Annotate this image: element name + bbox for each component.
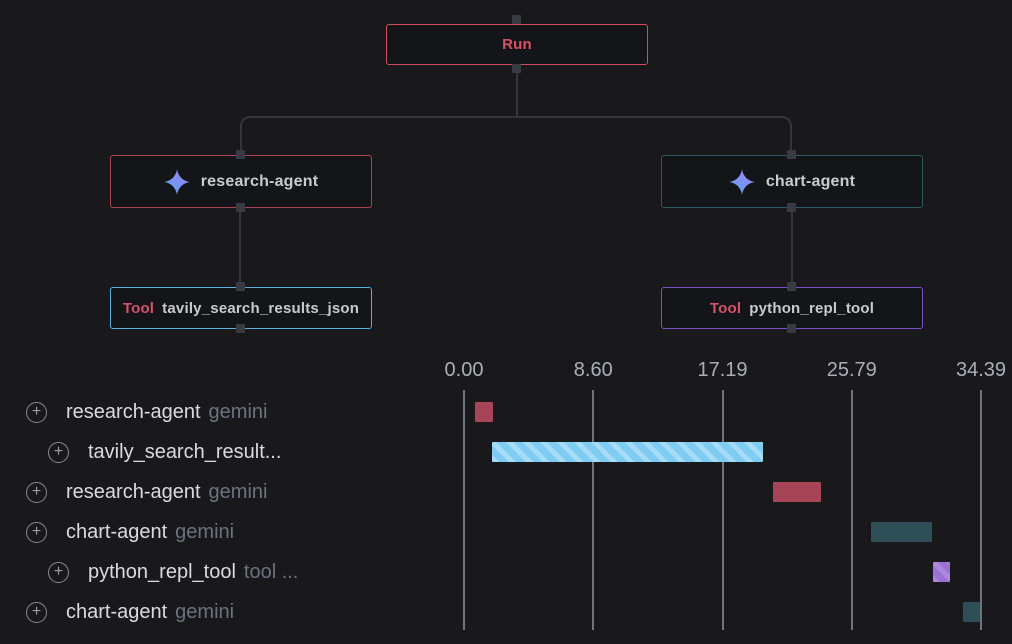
python-tool-node[interactable]: Tool python_repl_tool xyxy=(661,287,923,329)
span-type: gemini xyxy=(208,400,268,423)
gridline xyxy=(592,390,595,630)
timeline-bar[interactable] xyxy=(871,522,932,542)
node-handle xyxy=(236,324,245,333)
python-tool-node-label: python_repl_tool xyxy=(749,299,875,317)
sparkle-icon xyxy=(728,168,755,195)
expand-icon[interactable]: + xyxy=(26,401,47,423)
gridline xyxy=(850,390,853,630)
node-handle xyxy=(512,15,521,24)
span-type: gemini xyxy=(208,480,268,503)
gridline xyxy=(463,390,465,630)
tavily-tool-node-label: tavily_search_results_json xyxy=(162,299,360,317)
gridline xyxy=(721,390,724,630)
span-name: tavily_search_result... xyxy=(88,440,282,463)
timeline-row[interactable]: +tavily_search_result...18.03s xyxy=(0,432,488,472)
span-name: research-agent xyxy=(66,400,201,423)
edge-research-to-tool xyxy=(239,208,241,287)
tavily-tool-node[interactable]: Tool tavily_search_results_json xyxy=(110,287,372,329)
expand-icon[interactable]: + xyxy=(26,521,47,543)
edge-branch-connector xyxy=(240,116,792,153)
tool-type-badge: Tool xyxy=(122,299,155,317)
span-name: chart-agent xyxy=(66,600,168,623)
axis-tick-label: 8.60 xyxy=(573,359,613,381)
axis-tick-label: 17.19 xyxy=(697,359,748,381)
node-handle xyxy=(787,282,796,291)
node-handle xyxy=(787,150,796,159)
chart-agent-node[interactable]: chart-agent xyxy=(661,155,923,208)
expand-icon[interactable]: + xyxy=(26,601,47,623)
expand-icon[interactable]: + xyxy=(26,481,47,503)
run-node[interactable]: Run xyxy=(386,24,648,65)
tool-type-badge: Tool xyxy=(709,299,742,317)
span-type: gemini xyxy=(175,600,235,623)
expand-icon[interactable]: + xyxy=(48,561,69,583)
node-handle xyxy=(236,150,245,159)
gridline xyxy=(980,390,982,630)
research-agent-node[interactable]: research-agent xyxy=(110,155,372,208)
span-name: chart-agent xyxy=(66,520,168,543)
timeline-row[interactable]: +chart-agentgemini1.16s xyxy=(0,592,466,632)
node-handle xyxy=(512,64,521,73)
edge-chart-to-tool xyxy=(791,208,793,287)
span-name: python_repl_tool xyxy=(88,560,236,583)
expand-icon[interactable]: + xyxy=(48,441,69,463)
chart-agent-node-label: chart-agent xyxy=(765,172,856,190)
node-handle xyxy=(236,282,245,291)
span-type: gemini xyxy=(175,520,235,543)
run-node-label: Run xyxy=(502,36,532,53)
axis-tick-label: 0.00 xyxy=(444,359,484,381)
span-name: research-agent xyxy=(66,480,201,503)
timeline-bar[interactable] xyxy=(492,442,764,462)
research-agent-node-label: research-agent xyxy=(200,172,319,190)
sparkle-icon xyxy=(163,168,190,195)
timeline-bar[interactable] xyxy=(962,602,981,622)
timeline-row[interactable]: +research-agentgemini3.19s xyxy=(0,472,466,512)
timeline-bar[interactable] xyxy=(474,402,493,422)
node-handle xyxy=(787,324,796,333)
axis-tick-label: 25.79 xyxy=(826,359,877,381)
edge-run-branch xyxy=(516,69,518,117)
timeline-row[interactable]: +chart-agentgemini4.05s xyxy=(0,512,466,552)
span-type: tool ... xyxy=(243,560,299,583)
node-handle xyxy=(236,203,245,212)
timeline-bar[interactable] xyxy=(772,482,821,502)
axis-tick-label: 34.39 xyxy=(955,359,1007,381)
timeline-row[interactable]: +research-agentgemini1.18s xyxy=(0,392,466,432)
node-handle xyxy=(787,203,796,212)
timeline-bar[interactable] xyxy=(932,562,950,582)
